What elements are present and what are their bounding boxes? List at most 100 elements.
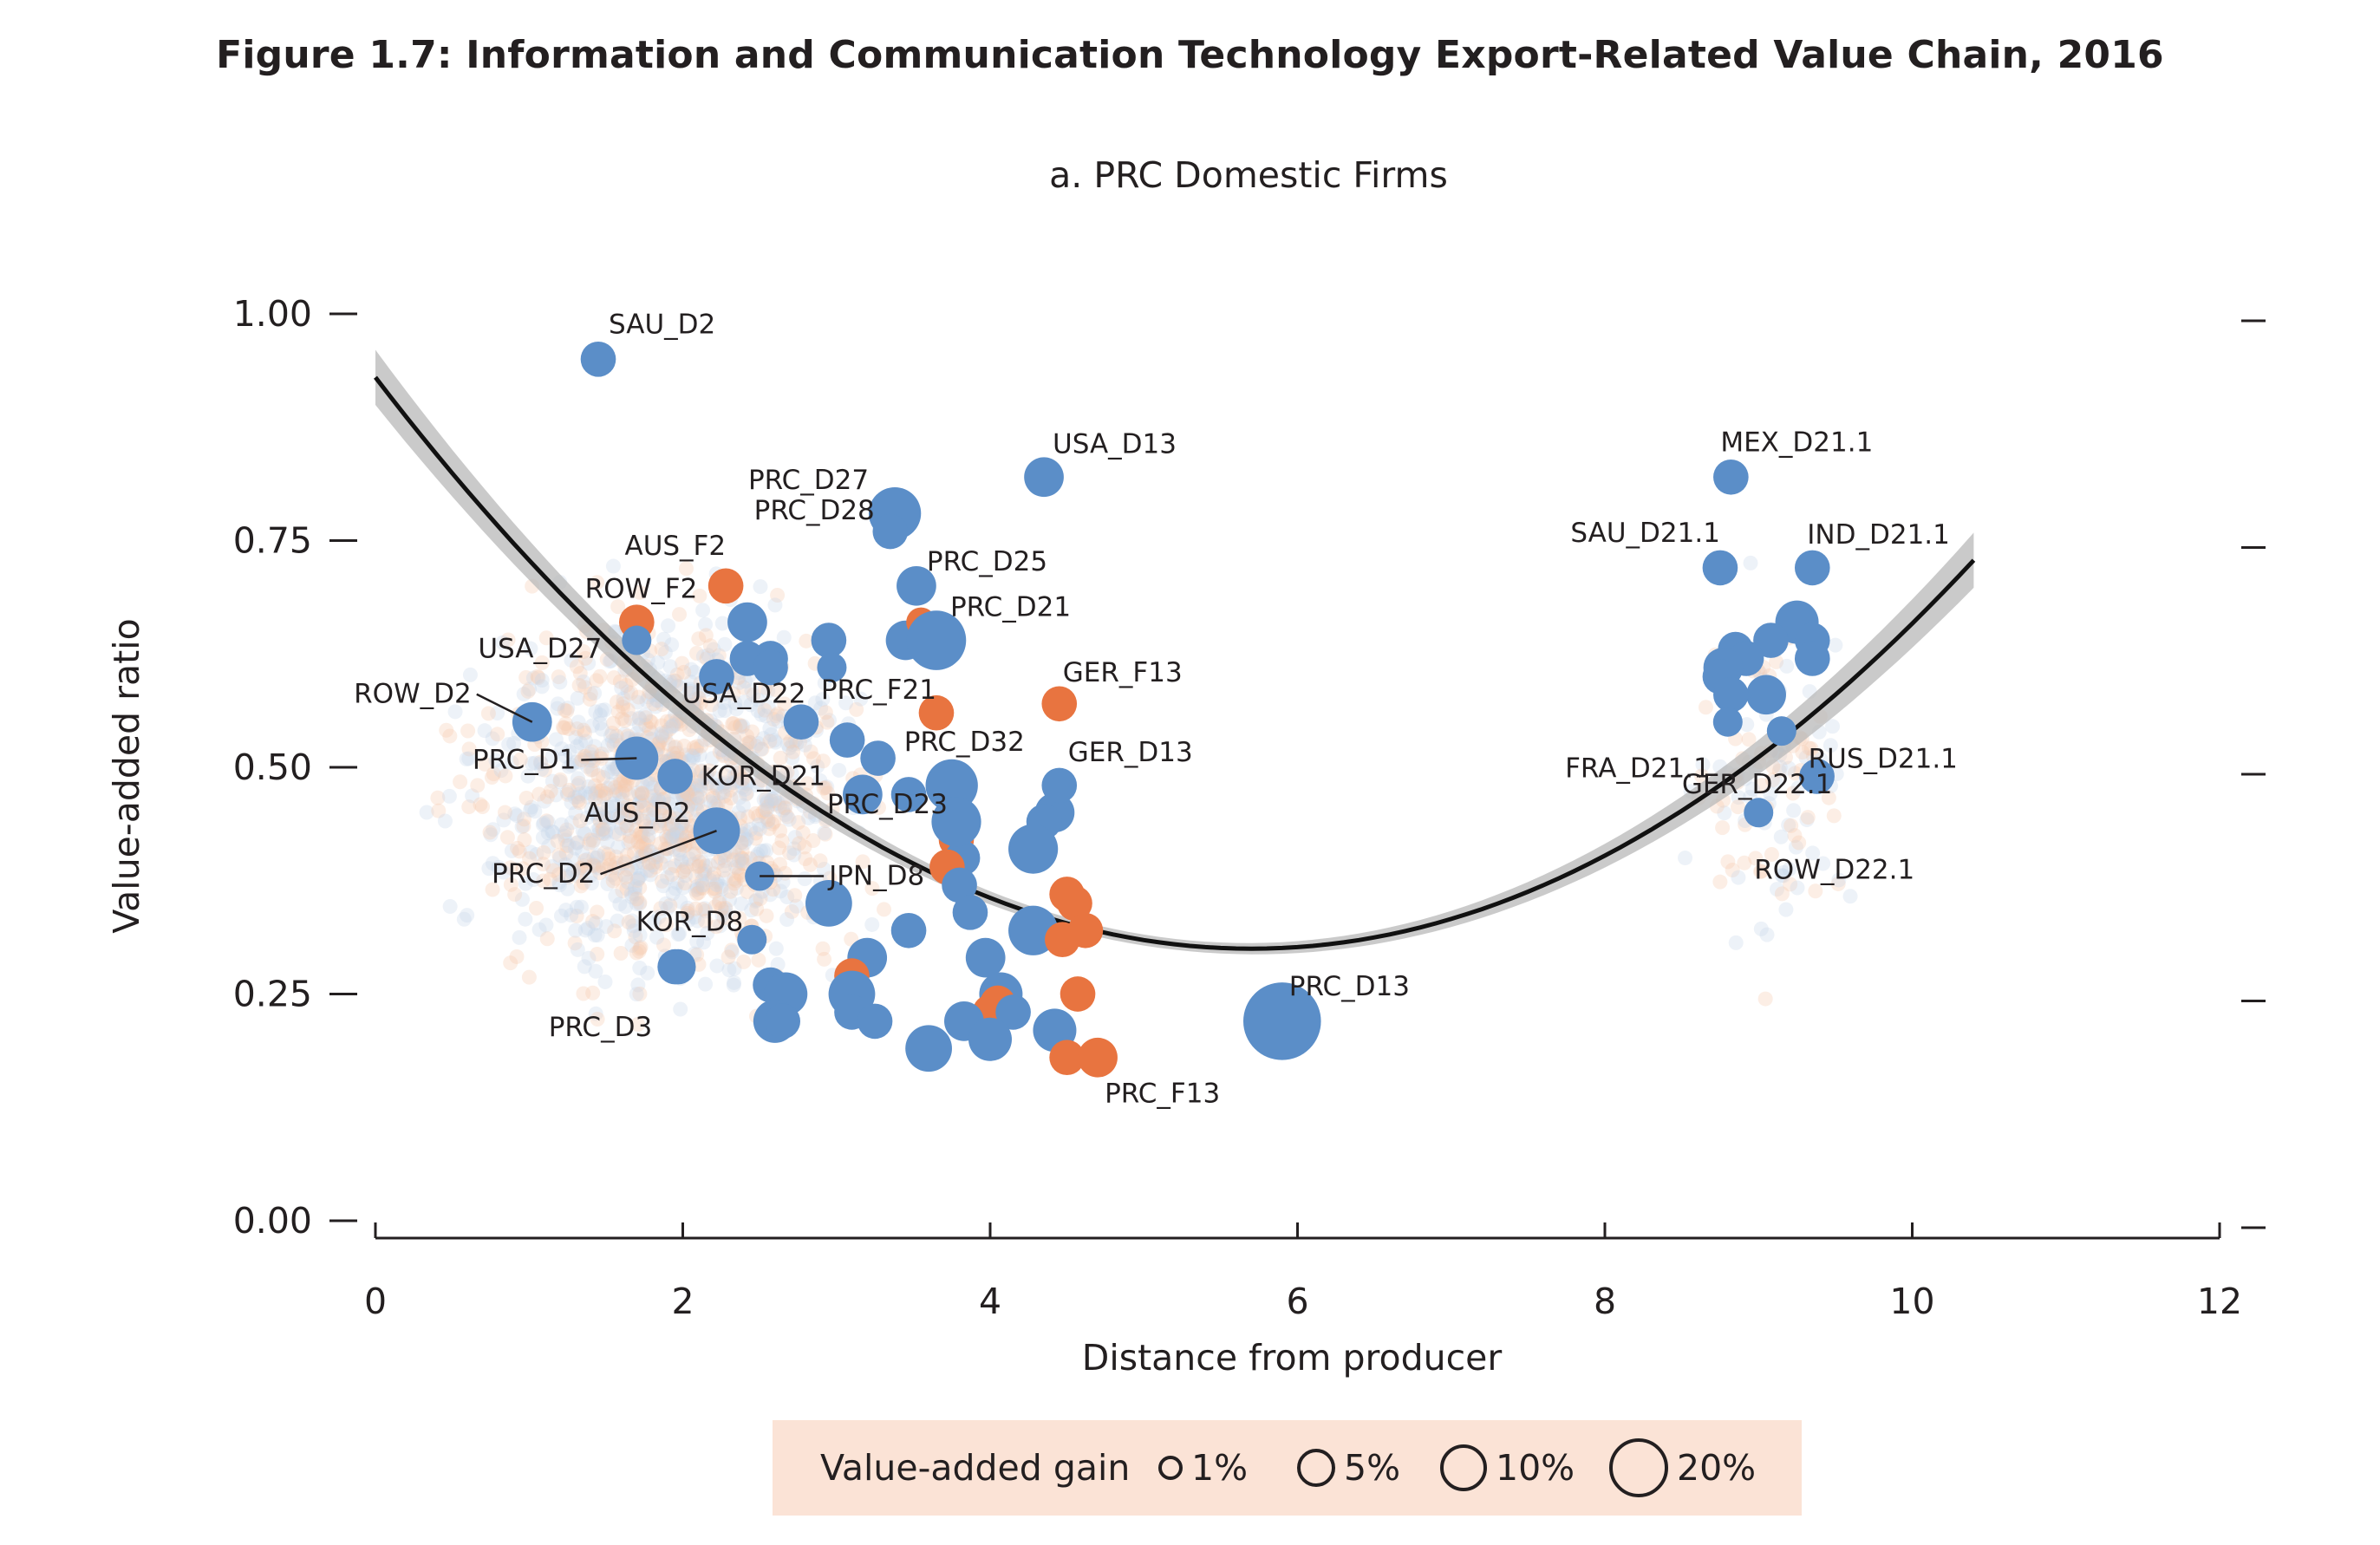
background-point	[473, 797, 488, 812]
background-point	[1787, 766, 1803, 781]
background-point	[643, 714, 659, 730]
background-point	[626, 812, 642, 827]
background-point	[658, 724, 674, 740]
background-point	[688, 796, 704, 812]
background-point	[642, 863, 658, 878]
data-point	[1702, 550, 1738, 586]
background-point	[721, 949, 736, 965]
background-point	[694, 873, 710, 889]
background-point	[662, 792, 678, 807]
background-point	[616, 727, 632, 742]
background-point	[714, 878, 729, 894]
background-point	[642, 867, 658, 883]
point-label: PRC_D32	[904, 727, 1025, 758]
background-point	[611, 826, 627, 842]
background-point	[564, 865, 580, 881]
legend: Value-added gain 1% 5% 10% 20%	[773, 1420, 1802, 1516]
background-point	[666, 746, 681, 761]
background-point	[645, 857, 661, 873]
background-point	[750, 692, 766, 707]
background-point	[618, 677, 634, 693]
background-point	[662, 721, 677, 737]
background-point	[631, 870, 647, 886]
background-point	[612, 810, 628, 825]
data-point	[727, 602, 767, 642]
background-point	[1773, 829, 1789, 844]
background-point	[1772, 759, 1788, 775]
background-point	[681, 825, 697, 840]
background-point	[629, 809, 644, 825]
background-point	[616, 804, 631, 819]
background-point	[663, 830, 679, 845]
background-point	[706, 866, 721, 882]
highlighted-points	[512, 341, 1835, 1078]
background-point	[614, 820, 629, 836]
background-point	[506, 735, 522, 751]
background-point	[766, 814, 782, 830]
background-point	[558, 857, 573, 872]
background-point	[1779, 658, 1795, 674]
background-point	[753, 741, 769, 757]
background-point	[864, 916, 880, 932]
point-label: AUS_F2	[624, 531, 726, 562]
background-point	[565, 851, 581, 867]
background-point	[634, 786, 649, 801]
background-point	[642, 721, 657, 737]
background-point	[631, 787, 647, 803]
background-point	[749, 901, 765, 916]
background-point	[734, 851, 750, 866]
y-tick-label: 0.50	[233, 746, 312, 788]
background-point	[544, 824, 560, 839]
background-point	[734, 719, 750, 734]
background-point	[601, 817, 616, 832]
background-point	[770, 587, 786, 603]
background-point	[558, 716, 573, 732]
background-point	[585, 985, 601, 1001]
background-point	[751, 817, 766, 832]
point-label: AUS_D2	[584, 798, 691, 829]
background-point	[775, 874, 791, 890]
background-point	[815, 692, 831, 707]
background-point	[607, 825, 623, 840]
background-point	[735, 719, 751, 734]
background-point	[1744, 781, 1760, 797]
background-point	[611, 786, 627, 801]
background-point	[706, 642, 721, 657]
background-point	[477, 723, 492, 739]
point-label: MEX_D21.1	[1720, 427, 1873, 458]
background-point	[575, 824, 590, 839]
background-point	[644, 819, 660, 835]
background-point	[618, 870, 634, 885]
background-point	[461, 751, 477, 766]
background-point	[717, 788, 733, 804]
background-point	[1831, 872, 1847, 888]
background-point	[651, 794, 667, 810]
background-point	[657, 730, 673, 746]
background-point	[482, 825, 498, 840]
background-point	[596, 821, 611, 837]
background-point	[627, 886, 642, 902]
background-point	[661, 796, 676, 812]
background-point	[675, 864, 691, 879]
background-point	[636, 798, 651, 813]
background-point	[703, 794, 719, 810]
point-label: PRC_D2	[492, 858, 595, 890]
background-point	[646, 788, 662, 804]
background-point	[678, 810, 694, 825]
background-point	[590, 823, 605, 838]
background-point	[667, 740, 682, 756]
background-point	[504, 755, 519, 771]
background-point	[655, 937, 671, 953]
background-point	[767, 597, 783, 613]
legend-circle-20pct	[1609, 1438, 1668, 1497]
legend-item-5pct: 5%	[1297, 1437, 1400, 1498]
background-point	[661, 618, 676, 634]
background-point	[584, 762, 599, 778]
background-point	[656, 748, 672, 764]
background-point	[819, 714, 835, 730]
background-point	[629, 987, 644, 1002]
data-point	[1794, 550, 1830, 586]
background-point	[588, 806, 603, 822]
background-point	[692, 858, 707, 874]
background-point	[730, 766, 746, 781]
